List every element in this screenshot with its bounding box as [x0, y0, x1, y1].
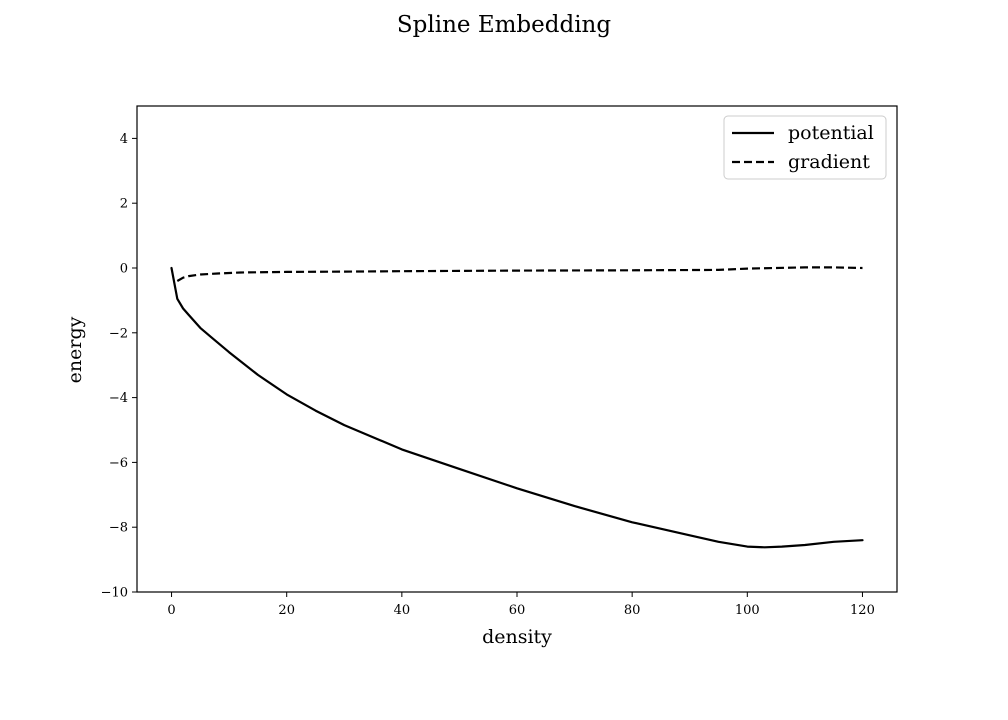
x-axis: 0 20 40 60 80 100 120 — [167, 592, 875, 618]
y-tick-label: 2 — [120, 197, 128, 212]
x-axis-label: density — [482, 626, 552, 648]
plot-frame — [136, 105, 898, 593]
y-tick-label: −2 — [109, 326, 128, 341]
chart-title: Spline Embedding — [397, 12, 611, 38]
y-tick-label: 0 — [120, 262, 128, 277]
x-tick-label: 0 — [167, 603, 175, 618]
y-tick-label: 4 — [120, 132, 128, 147]
y-tick-label: −4 — [109, 391, 128, 406]
legend-label-gradient: gradient — [788, 151, 870, 173]
x-tick-label: 80 — [624, 603, 641, 618]
x-tick-label: 120 — [850, 603, 875, 618]
y-tick-label: −6 — [109, 456, 128, 471]
x-tick-label: 60 — [509, 603, 526, 618]
y-axis: 4 2 0 −2 −4 −6 −8 −10 — [101, 132, 137, 601]
y-axis-label: energy — [64, 316, 86, 383]
x-tick-label: 40 — [394, 603, 411, 618]
x-tick-label: 20 — [278, 603, 295, 618]
series-layer — [170, 266, 864, 549]
x-tick-label: 100 — [735, 603, 760, 618]
y-tick-label: −8 — [109, 521, 128, 536]
series-line-potential — [170, 266, 864, 549]
y-tick-label: −10 — [101, 586, 128, 601]
legend-label-potential: potential — [788, 122, 874, 144]
plot-area: 0 20 40 60 80 100 120 420−2−4−6−8−10 — [101, 105, 898, 618]
legend: potential gradient — [723, 115, 887, 180]
legend-box — [723, 115, 887, 180]
